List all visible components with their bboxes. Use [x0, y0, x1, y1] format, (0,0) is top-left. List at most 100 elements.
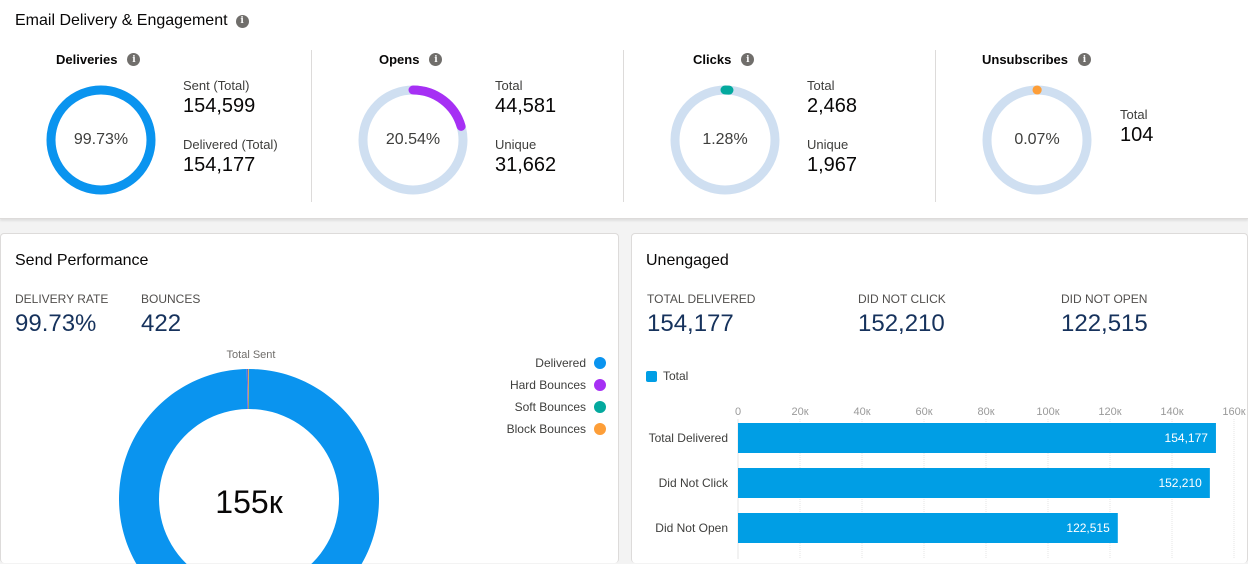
stat-label: Total [1120, 107, 1148, 122]
stat-value: 2,468 [807, 95, 858, 117]
metric-title: Clicks i [693, 52, 755, 67]
bar[interactable] [738, 468, 1210, 498]
kpi-value: 154,177 [647, 310, 734, 337]
ring-percent: 1.28% [702, 131, 748, 148]
section-title-text: Email Delivery & Engagement [15, 12, 228, 29]
divider [623, 50, 624, 202]
stat-value: 31,662 [495, 154, 557, 176]
donut-center-value: 155к [215, 484, 283, 520]
ring-percent: 99.73% [73, 131, 129, 148]
ring-chart [358, 85, 468, 195]
stat-value: 44,581 [495, 95, 557, 117]
ring-chart [982, 85, 1092, 195]
info-icon[interactable]: i [127, 53, 141, 66]
metric-title: Deliveries i [56, 52, 141, 67]
info-icon[interactable]: i [235, 14, 249, 28]
kpi-value: 152,210 [858, 310, 945, 337]
kpi-label: DELIVERY RATE [15, 292, 109, 306]
legend-label: Block Bounces [506, 422, 586, 436]
bar-value-label: 122,515 [1066, 521, 1110, 535]
legend-dot-icon [594, 423, 606, 435]
stat-label: Delivered (Total) [183, 137, 278, 152]
x-tick-label: 80к [977, 406, 994, 418]
kpi-value: 422 [141, 310, 182, 337]
divider [311, 50, 312, 202]
legend-dot-icon [594, 379, 606, 391]
stat-value: 1,967 [807, 154, 858, 176]
stat-value: 154,177 [183, 154, 256, 176]
x-tick-label: 0 [735, 406, 741, 418]
donut-slice-delivered[interactable] [119, 369, 379, 564]
legend-label: Soft Bounces [514, 400, 586, 414]
ring-chart [46, 85, 156, 195]
section-title: Email Delivery & Engagement i [15, 12, 249, 30]
metric-opens: Opens i 20.54% Total 44,581 Unique 31,66… [312, 48, 624, 208]
metric-title: Unsubscribes i [982, 52, 1091, 67]
unengaged-card: Unengaged TOTAL DELIVERED 154,177 DID NO… [631, 233, 1248, 563]
x-tick-label: 140к [1160, 406, 1183, 418]
ring-chart [670, 85, 780, 195]
legend-item-block-bounces[interactable]: Block Bounces [446, 418, 606, 440]
y-category-label: Did Not Open [655, 521, 728, 535]
info-icon[interactable]: i [1077, 53, 1091, 66]
kpi-value: 122,515 [1061, 310, 1148, 337]
metric-clicks: Clicks i 1.28% Total 2,468 Unique 1,967 [624, 48, 936, 208]
stat-label: Unique [495, 137, 537, 152]
divider [935, 50, 936, 202]
ring-progress [982, 85, 1092, 195]
ring-progress [46, 85, 156, 195]
info-icon[interactable]: i [429, 53, 443, 66]
stat-label: Total [495, 78, 523, 93]
ring-percent: 0.07% [1014, 131, 1060, 148]
legend-dot-icon [594, 357, 606, 369]
legend-swatch-icon [646, 370, 657, 382]
stat-label: Sent (Total) [183, 78, 250, 93]
metric-title-text: Unsubscribes [982, 52, 1068, 67]
legend-label: Delivered [535, 356, 586, 370]
legend-label: Hard Bounces [509, 378, 586, 392]
donut-slice-soft-bounces[interactable] [247, 369, 249, 410]
donut-slice-hard-bounces[interactable] [246, 369, 248, 410]
donut-title: Total Sent [226, 349, 276, 361]
metric-title-text: Deliveries [56, 52, 118, 67]
x-tick-label: 20к [791, 406, 808, 418]
ring-percent: 20.54% [385, 131, 441, 148]
bar-value-label: 152,210 [1158, 476, 1202, 490]
email-delivery-engagement-card: Email Delivery & Engagement i Deliveries… [0, 0, 1248, 219]
x-tick-label: 120к [1098, 406, 1121, 418]
y-category-label: Total Delivered [649, 431, 728, 445]
stat-value: 104 [1120, 124, 1154, 146]
legend-item-delivered[interactable]: Delivered [446, 352, 606, 374]
kpi-label: BOUNCES [141, 292, 201, 306]
metric-unsubscribes: Unsubscribes i 0.07% Total 104 [936, 48, 1248, 208]
info-icon[interactable]: i [741, 53, 755, 66]
card-title: Unengaged [646, 252, 729, 269]
metric-title: Opens i [379, 52, 443, 67]
donut-slice-block-bounces[interactable] [248, 369, 249, 410]
unengaged-bar-chart: 0 20к 40к 60к 80к 100к 120к 140к 160к Total Deliv… [649, 406, 1246, 559]
legend-item-hard-bounces[interactable]: Hard Bounces [446, 374, 606, 396]
kpi-value: 99.73% [15, 310, 97, 337]
total-sent-donut [119, 369, 379, 564]
kpi-label: DID NOT OPEN [1061, 292, 1148, 306]
metric-deliveries: Deliveries i 99.73% Sent (Total) 154,599… [0, 48, 312, 208]
ring-progress [358, 85, 468, 195]
x-tick-label: 40к [853, 406, 870, 418]
stat-label: Total [807, 78, 835, 93]
metric-title-text: Clicks [693, 52, 732, 67]
legend-label: Total [663, 369, 689, 383]
x-tick-label: 60к [915, 406, 932, 418]
card-title: Send Performance [15, 252, 149, 269]
bar[interactable] [738, 423, 1216, 453]
metric-title-text: Opens [379, 52, 420, 67]
bar-legend-item-total[interactable]: Total [646, 369, 688, 383]
y-category-label: Did Not Click [659, 476, 729, 490]
bar[interactable] [738, 513, 1118, 543]
donut-legend: Delivered Hard Bounces Soft Bounces Bloc… [446, 352, 606, 440]
ring-progress [670, 85, 780, 195]
stat-label: Unique [807, 137, 849, 152]
kpi-label: DID NOT CLICK [858, 292, 946, 306]
kpi-label: TOTAL DELIVERED [647, 292, 756, 306]
send-performance-card: Send Performance DELIVERY RATE 99.73% BO… [0, 233, 619, 564]
legend-item-soft-bounces[interactable]: Soft Bounces [446, 396, 606, 418]
